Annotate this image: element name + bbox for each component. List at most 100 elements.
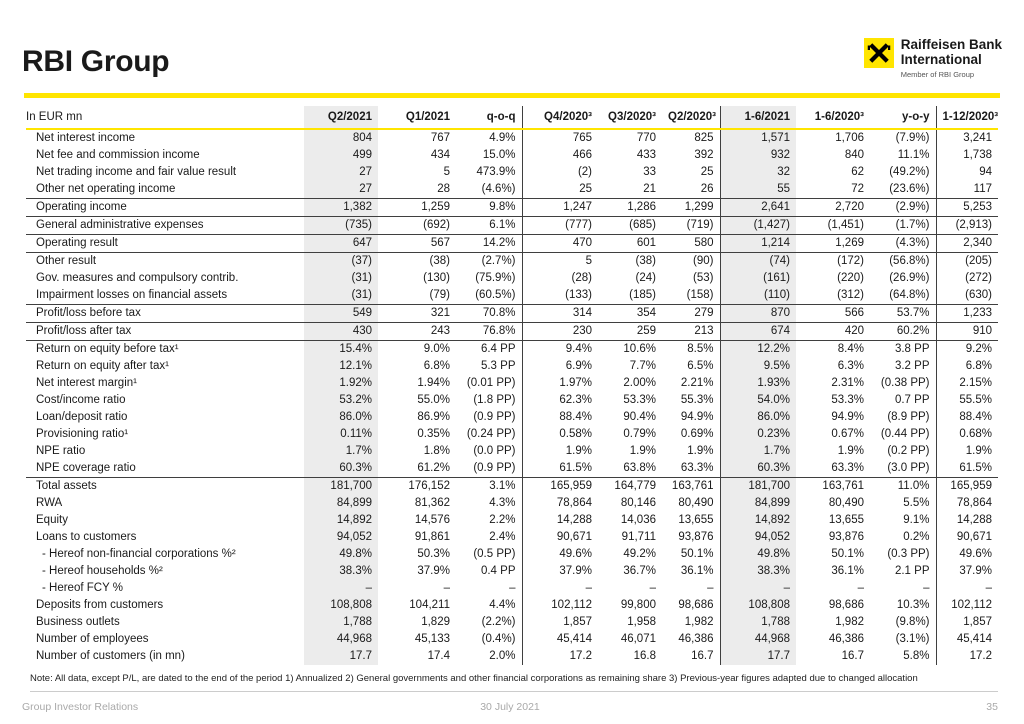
- table-row: Equity 14,892 14,576 2.2% 14,288 14,036 13,655…: [26, 512, 998, 529]
- cell: 674: [720, 322, 796, 341]
- cell: 62: [851, 165, 864, 178]
- cell: 108,808: [304, 597, 378, 614]
- cell: 9.4%: [522, 340, 598, 358]
- cell: 0.68%: [959, 427, 992, 440]
- title-divider-bar: [24, 93, 1000, 98]
- cell: 6.3%: [837, 359, 864, 372]
- cell: 1.93%: [720, 375, 796, 392]
- row-label: Return on equity before tax¹: [26, 340, 304, 358]
- cell: 14,288: [556, 513, 592, 526]
- cell: 37.9%: [417, 564, 450, 577]
- cell: (56.8%): [870, 252, 937, 270]
- table-head-row: In EUR mn Q2/2021 Q1/2021 q-o-q Q4/2020³ Q3/2…: [26, 106, 998, 130]
- cell: 5: [443, 165, 450, 178]
- cell: 72: [851, 182, 864, 195]
- cell: 36.7%: [623, 564, 656, 577]
- cell: (4.3%): [870, 234, 937, 253]
- cell: 1,259: [378, 198, 456, 217]
- cell: (3.0 PP): [870, 460, 937, 478]
- cell: 49.2%: [623, 547, 656, 560]
- cell: (2.9%): [870, 198, 937, 217]
- cell: 1.9%: [629, 444, 656, 457]
- cell: 94,052: [720, 529, 796, 546]
- table-row: Cost/income ratio 53.2% 55.0% (1.8 PP) 62.3%…: [26, 392, 998, 409]
- cell: (158): [662, 287, 721, 305]
- row-label: NPE coverage ratio: [36, 461, 136, 474]
- cell: 16.8: [633, 649, 656, 662]
- cell: (53): [662, 270, 721, 287]
- cell: 60.2%: [870, 322, 937, 341]
- cell: –: [720, 580, 796, 597]
- cell: 61.2%: [417, 461, 450, 474]
- row-label: Net trading income and fair value result: [36, 165, 237, 178]
- row-label: Other net operating income: [36, 182, 176, 195]
- cell: 466: [572, 148, 592, 161]
- cell: 88.4%: [959, 410, 992, 423]
- cell: 2,720: [796, 198, 870, 217]
- row-label: Profit/loss after tax: [26, 322, 304, 341]
- cell: 63.8%: [623, 461, 656, 474]
- row-label: - Hereof non-financial corporations %²: [42, 547, 236, 560]
- cell: (90): [662, 252, 721, 270]
- row-label: Loan/deposit ratio: [36, 410, 128, 423]
- cell: 3,241: [963, 131, 992, 144]
- cell: (133): [565, 288, 592, 301]
- cell: (31): [304, 270, 378, 287]
- cell: 33: [643, 165, 656, 178]
- table-row: Loans to customers 94,052 91,861 2.4% 90,671…: [26, 529, 998, 546]
- cell: (75.9%): [456, 270, 523, 287]
- cell: 601: [598, 234, 662, 253]
- table-row: Net interest margin¹ 1.92% 1.94% (0.01 PP) 1…: [26, 375, 998, 392]
- cell: 76.8%: [456, 322, 523, 341]
- cell: 55.5%: [959, 393, 992, 406]
- cell: 16.7: [662, 648, 721, 665]
- cell: 53.3%: [623, 393, 656, 406]
- cell: –: [985, 581, 992, 594]
- footer-divider: [30, 691, 998, 692]
- cell: (1,451): [796, 216, 870, 235]
- row-label: Deposits from customers: [36, 598, 164, 611]
- cell: (38): [378, 252, 456, 270]
- cell: 94.9%: [662, 409, 721, 426]
- cell: 9.1%: [870, 512, 937, 529]
- cell: 46,386: [662, 631, 721, 648]
- cell: 0.35%: [417, 427, 450, 440]
- cell: 17.7: [304, 648, 378, 665]
- cell: 50.3%: [417, 547, 450, 560]
- cell: 1,286: [598, 198, 662, 217]
- cell: (312): [837, 288, 864, 301]
- row-label: Gov. measures and compulsory contrib.: [36, 271, 239, 284]
- row-label: RWA: [36, 496, 63, 509]
- cell: 104,211: [409, 598, 450, 611]
- cell: 647: [304, 234, 378, 253]
- cell: 420: [796, 322, 870, 341]
- cell: 6.9%: [565, 359, 592, 372]
- cell: 0.11%: [304, 426, 378, 443]
- cell: 46,386: [828, 632, 864, 645]
- cell: 98,686: [828, 598, 864, 611]
- cell: 90,671: [556, 530, 592, 543]
- row-label: Impairment losses on financial assets: [36, 288, 228, 301]
- cell: 1,857: [963, 615, 992, 628]
- cell: (0.4%): [456, 631, 523, 648]
- cell: 37.9%: [959, 564, 992, 577]
- cell: 70.8%: [456, 304, 523, 323]
- cell: 38.3%: [720, 563, 796, 580]
- cell: 49.6%: [959, 547, 992, 560]
- cell: (26.9%): [870, 270, 937, 287]
- cell: (74): [720, 252, 796, 270]
- cell: 12.2%: [720, 340, 796, 358]
- cell: 1.9%: [565, 444, 592, 457]
- cell: 28: [437, 182, 450, 195]
- cell: (692): [378, 216, 456, 235]
- cell: 1,247: [522, 198, 598, 217]
- raiffeisen-gable-cross-icon: [863, 38, 894, 68]
- table-row: Operating income 1,382 1,259 9.8% 1,247 1,286…: [26, 198, 998, 217]
- row-label: Operating result: [26, 234, 304, 253]
- cell: (220): [837, 271, 864, 284]
- cell: 4.3%: [456, 495, 523, 512]
- cell: 840: [844, 148, 864, 161]
- cell: (24): [635, 271, 656, 284]
- cell: 117: [973, 182, 992, 195]
- cell: 94: [979, 165, 992, 178]
